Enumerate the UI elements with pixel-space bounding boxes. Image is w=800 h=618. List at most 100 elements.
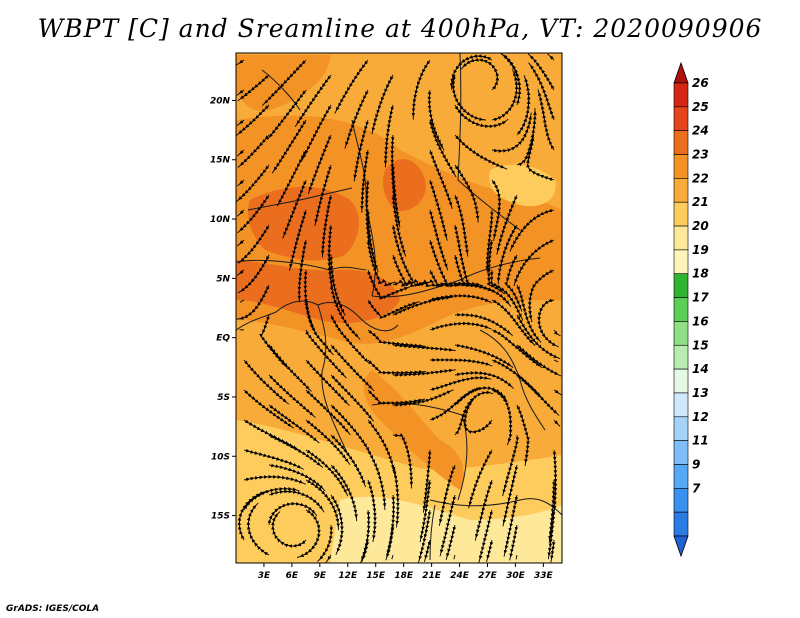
lon-tick-label: 18E (394, 571, 414, 581)
streamline (246, 502, 270, 556)
streamline (417, 509, 432, 563)
streamline (353, 119, 370, 182)
colorbar-segment (673, 416, 689, 441)
streamline (429, 375, 492, 392)
longitude-axis: 3E 6E 9E 12E 15E 18E 21E 24E 27E 30E 33E (258, 563, 554, 581)
lon-tick-label: 9E (314, 571, 327, 581)
map-frame (235, 52, 563, 564)
streamline (515, 554, 518, 560)
colorbar-label: 23 (692, 148, 709, 162)
streamline (429, 321, 492, 331)
streamline (392, 296, 454, 316)
streamline (454, 134, 508, 170)
lat-tick-label: 5N (216, 274, 230, 284)
streamline (317, 524, 334, 562)
colorbar-segment (673, 297, 689, 322)
colorbar-label: 17 (692, 291, 709, 305)
streamline (330, 434, 366, 488)
streamline (307, 134, 332, 194)
lon-tick-label: 15E (366, 571, 386, 581)
streamline (360, 149, 370, 213)
streamline (486, 539, 494, 563)
streamline (383, 104, 395, 168)
streamline (237, 149, 245, 157)
lat-tick-label: EQ (216, 334, 230, 344)
colorbar-label: 14 (692, 362, 709, 376)
streamline (553, 419, 561, 427)
streamline (391, 554, 394, 560)
streamline (367, 449, 387, 511)
lon-tick-label: 33E (534, 571, 554, 581)
colorbar-top-arrow (673, 61, 689, 84)
streamline (454, 282, 512, 307)
streamline (550, 539, 556, 563)
streamline (553, 359, 559, 363)
streamline (526, 134, 555, 182)
streamline (297, 239, 308, 303)
streamline (325, 554, 332, 563)
streamline (237, 490, 268, 541)
grads-credit: GrADS: IGES/COLA (6, 604, 100, 614)
lon-tick-label: 3E (258, 571, 271, 581)
lat-tick-label: 10N (210, 215, 231, 225)
streamline (330, 464, 358, 522)
streamline (237, 209, 245, 217)
colorbar-segment (673, 130, 689, 155)
colorbar-label: 21 (692, 195, 709, 209)
streamline (454, 312, 513, 336)
colorbar-label: 25 (692, 100, 709, 114)
streamline (236, 59, 245, 66)
wbpt-colorbar: 26 25 24 23 22 21 20 19 18 17 16 15 14 13 12 11 9 7 (673, 61, 709, 558)
colorbar-label: 20 (692, 219, 709, 233)
streamline (423, 539, 432, 562)
streamline (392, 343, 456, 352)
streamline (314, 164, 332, 226)
streamline (236, 284, 270, 320)
streamline (385, 524, 395, 561)
streamline (393, 368, 456, 377)
streamline (474, 479, 494, 541)
latitude-axis: 20N 15N 10N 5N EQ 5S 10S 15S (210, 96, 236, 522)
streamline (236, 269, 245, 276)
colorbar-label: 22 (692, 171, 709, 185)
colorbar-segment (673, 321, 689, 346)
colorbar-segment (673, 511, 689, 537)
streamline (282, 179, 307, 239)
streamline (239, 299, 245, 303)
colorbar-bottom-arrow (673, 535, 689, 558)
colorbar-label: 24 (692, 124, 709, 138)
colorbar-segment (673, 106, 689, 131)
streamline (237, 239, 245, 247)
streamline (503, 494, 519, 557)
streamline (330, 404, 371, 455)
streamline (439, 494, 457, 557)
colorbar-segment (673, 440, 689, 465)
lon-tick-label: 12E (338, 571, 358, 581)
lat-tick-label: 15S (211, 512, 230, 522)
streamline (516, 374, 560, 416)
streamline (454, 371, 514, 389)
streamline (371, 74, 394, 135)
lon-tick-label: 21E (422, 571, 442, 581)
colorbar-label: 9 (692, 457, 700, 471)
streamline (391, 464, 400, 528)
streamline (468, 449, 493, 509)
map-title: WBPT [C] and Sreamline at 400hPa, VT: 20… (37, 14, 763, 43)
colorbar-label: 7 (692, 481, 701, 495)
streamline (361, 539, 370, 562)
streamline (509, 524, 519, 561)
streamline (334, 59, 369, 114)
streamline (454, 390, 494, 436)
streamline (411, 59, 431, 120)
streamline (344, 89, 369, 149)
streamline (553, 329, 561, 337)
lat-tick-label: 20N (210, 96, 231, 106)
colorbar-label: 19 (692, 243, 709, 257)
streamline (366, 269, 411, 300)
colorbar-segment (673, 225, 689, 251)
streamline (276, 149, 307, 207)
colorbar-segment (673, 82, 689, 108)
streamline (453, 554, 456, 560)
colorbar-label: 11 (692, 434, 709, 448)
